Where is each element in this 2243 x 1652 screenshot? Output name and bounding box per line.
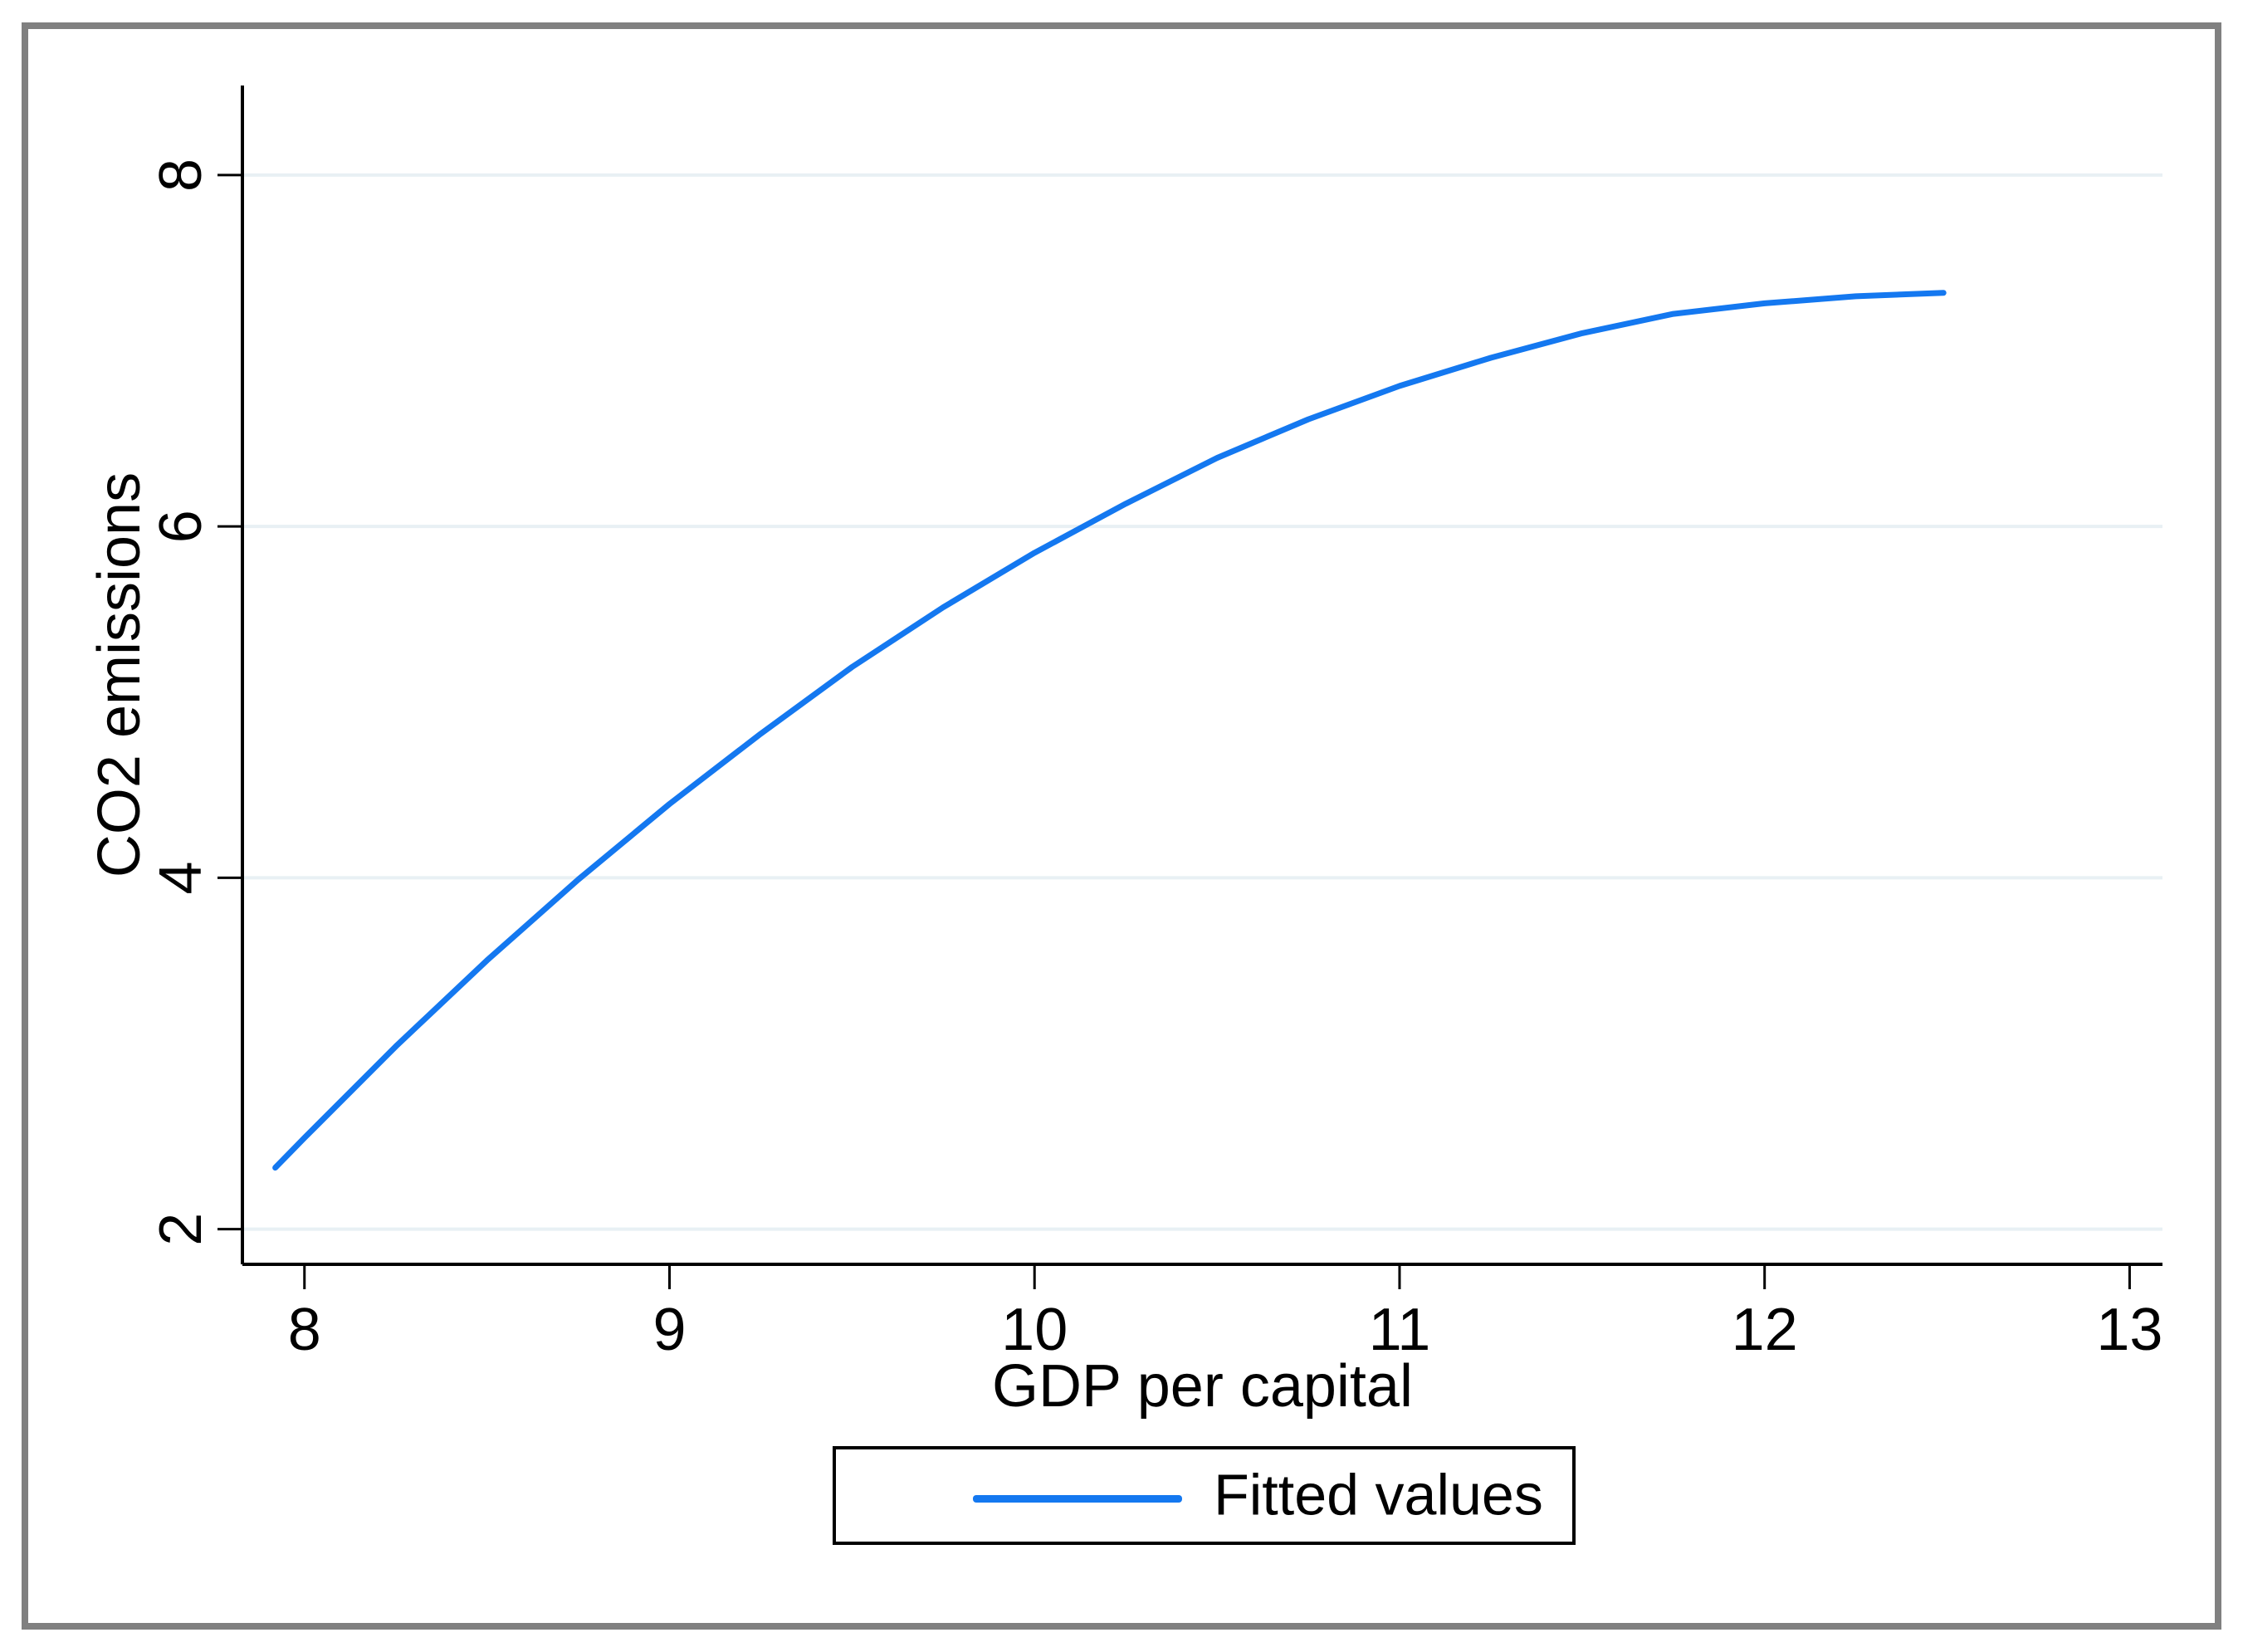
- fitted-line: [272, 290, 1947, 1171]
- y-tick-label: 8: [148, 159, 214, 192]
- y-axis-title: CO2 emissions: [86, 472, 153, 877]
- x-tick-label: 10: [1001, 1297, 1068, 1363]
- x-tick-label: 9: [652, 1297, 686, 1363]
- legend-label: Fitted values: [1214, 1461, 1543, 1527]
- x-tick-label: 12: [1732, 1297, 1798, 1363]
- legend-line-sample: [973, 1495, 1182, 1503]
- y-tick-label: 4: [148, 861, 214, 894]
- legend: Fitted values: [833, 1446, 1576, 1545]
- x-tick-label: 13: [2096, 1297, 2162, 1363]
- y-tick-label: 2: [148, 1213, 214, 1246]
- y-tick-label: 6: [148, 510, 214, 543]
- x-axis-title: GDP per capital: [992, 1353, 1413, 1420]
- x-tick-label: 8: [288, 1297, 321, 1363]
- x-tick-label: 11: [1369, 1297, 1431, 1363]
